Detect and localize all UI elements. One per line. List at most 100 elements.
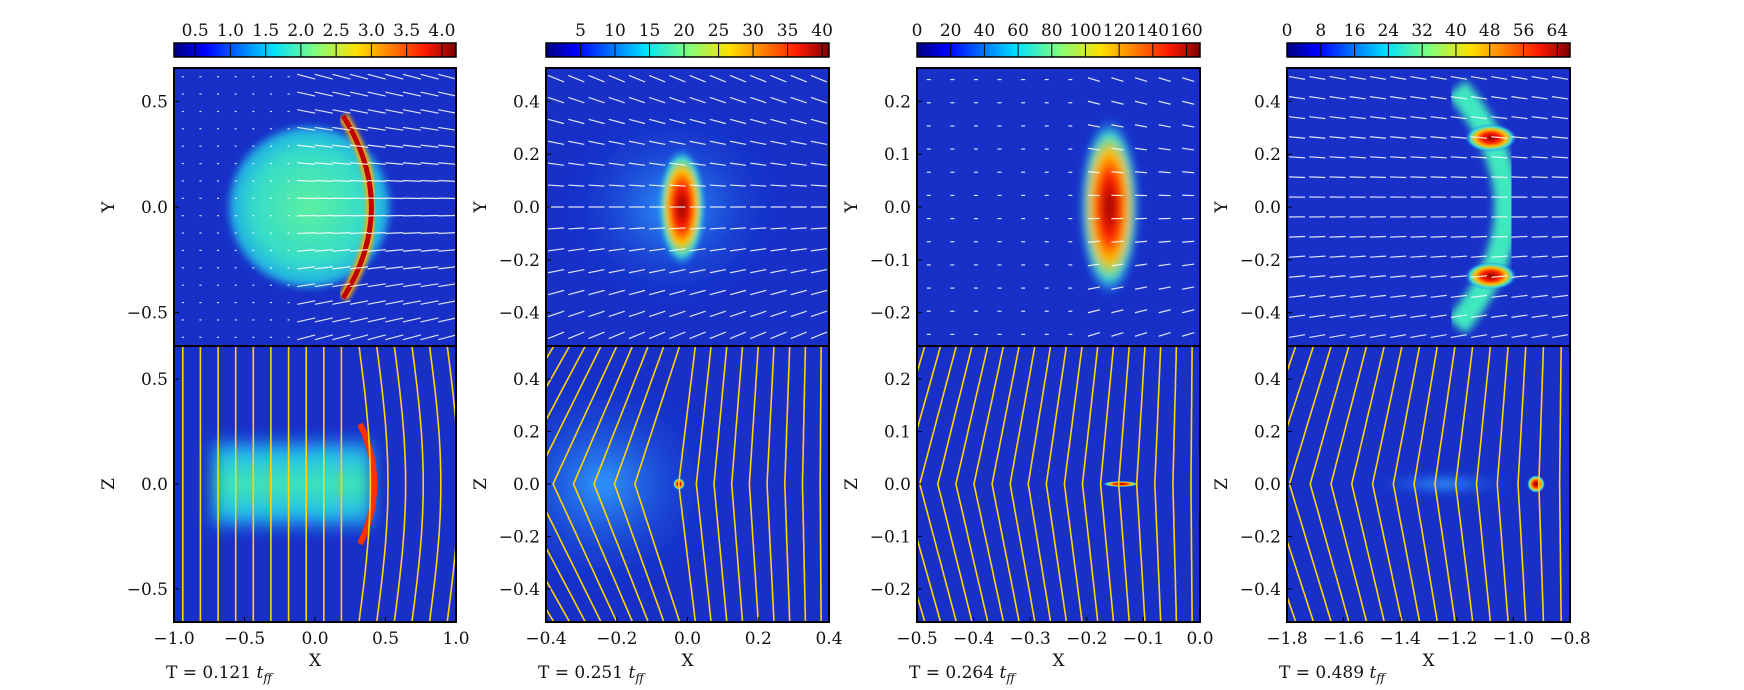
velocity-vector <box>608 248 625 252</box>
velocity-vector <box>649 162 666 166</box>
velocity-vector <box>385 266 404 270</box>
velocity-vector <box>349 300 369 305</box>
field-line <box>1371 346 1403 622</box>
field-line <box>1117 346 1131 622</box>
velocity-vector <box>1470 275 1488 278</box>
velocity-vector <box>648 310 666 318</box>
velocity-vector <box>790 331 807 340</box>
colorbar-tick-label: 40 <box>1445 21 1467 41</box>
velocity-vector <box>568 162 585 166</box>
y-tick-label: 0.2 <box>884 370 911 390</box>
velocity-vector <box>385 283 404 288</box>
bottom-background <box>917 346 1200 622</box>
velocity-vector <box>709 184 726 187</box>
velocity-vector <box>547 96 565 104</box>
colorbar-gradient <box>173 42 457 58</box>
field-line <box>613 346 665 622</box>
field-line <box>1434 346 1456 622</box>
colorbar-tick-label: 0.5 <box>182 21 209 41</box>
velocity-vector <box>628 96 646 104</box>
velocity-vector <box>1158 124 1171 128</box>
velocity-vector <box>770 118 787 125</box>
velocity-vector <box>1087 263 1100 267</box>
time-subscript: ff <box>1375 671 1387 685</box>
velocity-vector <box>729 248 747 252</box>
velocity-vector <box>402 91 422 97</box>
velocity-vector <box>729 310 747 318</box>
velocity-vector <box>1430 255 1447 258</box>
velocity-vector <box>350 231 369 235</box>
velocity-vector <box>628 331 646 340</box>
velocity-vector <box>648 74 666 83</box>
velocity-vector <box>367 266 386 270</box>
x-tick-label: −0.4 <box>953 629 994 649</box>
density-peak <box>1102 481 1139 487</box>
velocity-vector <box>568 310 585 318</box>
x-axis-label: X <box>1422 651 1435 671</box>
velocity-vector <box>1134 100 1148 105</box>
x-tick-label: −1.0 <box>153 629 194 649</box>
x-tick-label: −0.1 <box>1123 629 1164 649</box>
field-line <box>1517 346 1527 622</box>
density-slab <box>213 436 372 532</box>
velocity-vector <box>750 248 767 252</box>
velocity-vector <box>1430 116 1447 120</box>
velocity-vector <box>332 249 351 252</box>
colorbar: 0 20 40 60 80 100 120 140 160 <box>912 21 1203 58</box>
velocity-vector <box>750 140 767 146</box>
velocity-vector <box>1158 147 1171 151</box>
panels-layer: 0.5 1.0 1.5 2.0 2.5 3.0 3.5 4.00.50.0−0.5Y0.50.… <box>99 21 1591 685</box>
velocity-vector <box>750 227 767 230</box>
velocity-vector <box>568 248 585 252</box>
velocity-vector <box>548 184 565 187</box>
velocity-vector <box>750 74 767 83</box>
velocity-vector <box>568 184 585 187</box>
velocity-vector <box>1087 124 1100 128</box>
velocity-vector <box>1329 275 1346 278</box>
velocity-vector <box>1087 309 1101 314</box>
colorbar-tick-label: 140 <box>1137 21 1169 41</box>
velocity-vector <box>709 140 726 146</box>
velocity-vector <box>709 74 727 83</box>
velocity-vector <box>385 300 404 305</box>
velocity-vector <box>297 334 316 341</box>
velocity-vector <box>1410 314 1427 318</box>
velocity-vector <box>588 184 605 187</box>
velocity-vector <box>1329 176 1346 179</box>
velocity-vector <box>1551 136 1568 139</box>
velocity-vector <box>297 266 316 270</box>
velocity-vector <box>1329 255 1346 258</box>
velocity-vector <box>689 248 706 252</box>
velocity-vector <box>367 179 386 183</box>
time-variable: t <box>256 663 263 683</box>
velocity-vector <box>790 96 807 104</box>
velocity-vector <box>402 266 422 270</box>
velocity-vector <box>1349 255 1366 258</box>
velocity-vector <box>1349 235 1366 238</box>
velocity-vector <box>1329 116 1346 120</box>
velocity-vector <box>547 310 565 318</box>
y-tick-label: −0.2 <box>499 527 540 547</box>
top-panel <box>174 68 456 346</box>
velocity-vector <box>628 289 646 296</box>
x-tick-label: 0.0 <box>674 629 701 649</box>
velocity-vector <box>790 118 807 125</box>
velocity-vector <box>669 96 686 104</box>
velocity-vector <box>385 109 404 114</box>
velocity-vector <box>709 289 726 296</box>
velocity-vector <box>420 162 439 165</box>
velocity-vector <box>1491 156 1508 159</box>
colorbar-tick-label: 32 <box>1411 21 1433 41</box>
velocity-vector <box>1531 314 1548 318</box>
colorbar: 0.5 1.0 1.5 2.0 2.5 3.0 3.5 4.0 <box>173 21 457 58</box>
velocity-vector <box>648 96 666 104</box>
time-prefix: T = 0.264 <box>909 663 999 683</box>
field-line <box>411 346 424 622</box>
velocity-vector <box>1309 136 1326 139</box>
bottom-panel <box>1287 346 1570 622</box>
y-tick-label: −0.4 <box>499 580 540 600</box>
velocity-vector <box>628 268 646 274</box>
velocity-vector <box>1309 235 1326 238</box>
x-tick-label: −1.2 <box>1436 629 1477 649</box>
velocity-vector <box>385 73 404 80</box>
